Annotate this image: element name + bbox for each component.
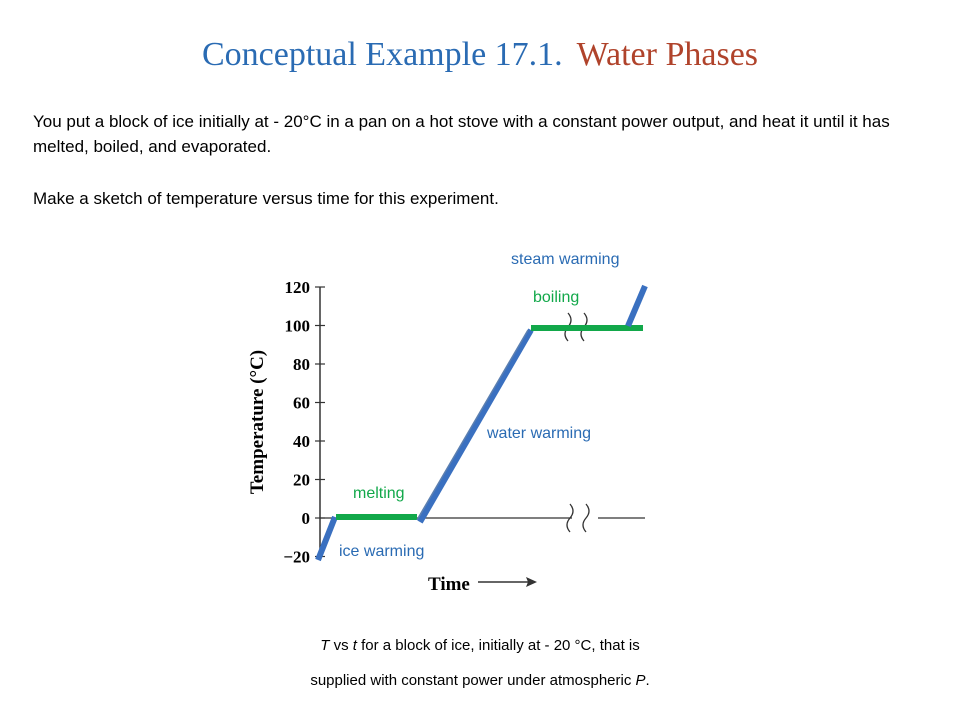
y-tick-label: 80 [293,355,310,374]
caption-symbol-T: T [320,637,330,654]
caption-symbol-P: P [635,672,646,689]
axis-break-mark [566,503,574,533]
segment-ice-warming [315,515,338,562]
caption-line-2: supplied with constant power under atmos… [0,672,960,689]
caption-symbol-t: t [352,637,357,654]
caption-vs: vs [329,637,353,654]
annotation-steam-warming: steam warming [511,251,619,268]
title-topic: Water Phases [576,36,759,73]
y-tick-label: 20 [293,471,310,490]
caption-line-1-text: for a block of ice, initially at - 20 °C… [356,637,640,654]
caption-line-2-text: supplied with constant power under atmos… [310,672,636,689]
y-tick-label: 0 [302,509,311,528]
y-tick-label: 40 [293,432,310,451]
task-statement: Make a sketch of temperature versus time… [33,189,499,208]
y-tick-label: 100 [285,317,311,336]
annotation-melting: melting [353,485,405,502]
y-axis-label: Temperature (°C) [247,350,268,494]
axis-break-mark [582,503,590,533]
problem-statement: You put a block of ice initially at - 20… [33,112,890,156]
caption-line-1: T vs t for a block of ice, initially at … [0,637,960,654]
y-tick-label: −20 [283,548,310,567]
caption-line-2-end: . [645,672,650,689]
time-arrow-head [526,577,537,587]
annotation-ice-warming: ice warming [339,543,424,560]
water-warming-guide [416,329,529,521]
segment-water-warming [417,328,534,524]
page-title: Conceptual Example 17.1. Water Phases [0,36,960,74]
y-tick-label: 120 [285,278,311,297]
annotation-boiling: boiling [533,289,579,306]
annotation-water-warming: water warming [486,425,591,442]
title-example-number: Conceptual Example 17.1. [201,36,563,73]
y-tick-label: 60 [293,394,310,413]
segment-steam-warming [625,284,648,328]
x-axis-label: Time [428,574,470,595]
